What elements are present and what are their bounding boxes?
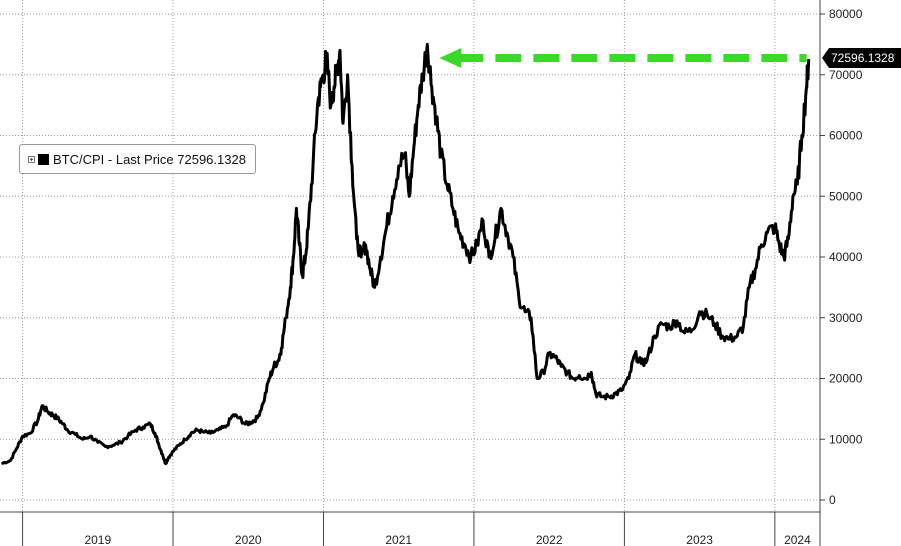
y-tick-label-4: 40000 [829, 250, 863, 264]
x-tick-label-2: 2021 [385, 533, 412, 546]
y-axis-tick-labels: 0 10000 20000 30000 40000 50000 60000 70000 8000… [829, 7, 863, 507]
annotation-arrow [439, 47, 807, 68]
last-value-tag: 72596.1328 [822, 47, 901, 68]
y-tick-label-6: 60000 [829, 129, 863, 143]
y-tick-label-3: 30000 [829, 311, 863, 325]
y-tick-label-0: 0 [829, 493, 836, 507]
x-tick-label-4: 2023 [686, 533, 713, 546]
arrow-head [439, 47, 462, 68]
y-tick-label-7: 70000 [829, 68, 863, 82]
x-axis-tick-labels: 2019 2020 2021 2022 2023 2024 [84, 533, 811, 546]
x-tick-label-1: 2020 [235, 533, 262, 546]
x-tick-label-5: 2024 [784, 533, 811, 546]
series-layer [1, 42, 811, 466]
series-line-0 [1, 42, 811, 466]
expand-icon[interactable] [28, 155, 35, 163]
y-tick-label-5: 50000 [829, 189, 863, 203]
axes [0, 0, 825, 546]
last-value-tag-shape [822, 47, 901, 68]
legend: BTC/CPI - Last Price 72596.1328 [19, 144, 256, 174]
y-tick-label-1: 10000 [829, 432, 863, 446]
x-tick-label-0: 2019 [84, 533, 111, 546]
y-tick-label-8: 80000 [829, 7, 863, 21]
gridlines [0, 0, 820, 512]
last-value-label: 72596.1328 [831, 51, 895, 65]
legend-label: BTC/CPI - Last Price 72596.1328 [53, 151, 246, 167]
y-tick-label-2: 20000 [829, 372, 863, 386]
legend-swatch [38, 153, 49, 165]
x-tick-label-3: 2022 [536, 533, 563, 546]
